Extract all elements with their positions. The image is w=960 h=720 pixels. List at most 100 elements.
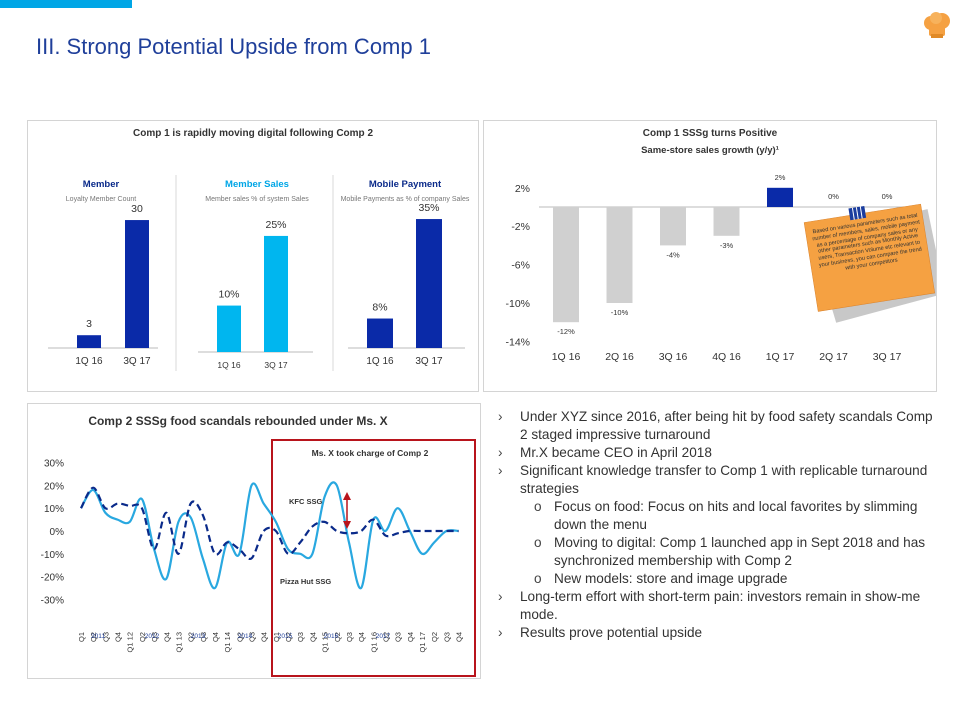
- x-tick-label: Q2: [382, 632, 391, 642]
- year-label: 2011: [91, 633, 105, 640]
- ms-x-annotation: Ms. X took charge of Comp 2: [312, 448, 429, 458]
- bullet-item: o Focus on food: Focus on hits and local …: [496, 498, 936, 534]
- x-tick-label: Q1 12: [126, 632, 135, 652]
- y-tick-label: 20%: [44, 481, 64, 492]
- y-tick-label: -20%: [41, 573, 64, 584]
- bar: [767, 187, 793, 207]
- x-tick-label: Q2: [430, 632, 439, 642]
- y-tick-label: 0%: [50, 527, 65, 538]
- data-label: -12%: [557, 327, 575, 336]
- x-tick-label: 4Q 16: [712, 351, 741, 363]
- x-tick-label: Q3: [394, 632, 403, 642]
- rebound-arrowhead-down: [343, 521, 351, 529]
- y-tick-label: -30%: [41, 595, 64, 606]
- data-label: 35%: [418, 202, 439, 214]
- x-tick-label: Q1 15: [321, 632, 330, 652]
- bar: [606, 207, 633, 303]
- bullet-marker: ›: [498, 589, 503, 604]
- x-tick-label: Q4: [308, 632, 317, 642]
- chef-hat-icon: [924, 12, 950, 38]
- bullet-text: Long-term effort with short-term pain: i…: [520, 589, 921, 622]
- tick-label: 3Q 17: [123, 356, 151, 367]
- pizza-hut-ssg-line: [80, 486, 459, 561]
- bar: [125, 220, 149, 348]
- pizza-hut-label: Pizza Hut SSG: [280, 577, 331, 586]
- data-label: 25%: [265, 219, 286, 231]
- ms-x-highlight-box: [271, 439, 476, 677]
- digital-charts: Comp 1 is rapidly moving digital followi…: [48, 128, 470, 371]
- sssg-title: Comp 1 SSSg turns Positive: [643, 128, 778, 139]
- bullet-marker: ›: [498, 463, 503, 478]
- x-tick-label: Q3: [101, 632, 110, 642]
- x-tick-label: 1Q 17: [766, 351, 795, 363]
- digital-panel: Comp 1 is rapidly moving digital followi…: [27, 120, 479, 392]
- bullet-marker: o: [534, 535, 542, 550]
- bar: [77, 335, 101, 348]
- sssg-subtitle: Same-store sales growth (y/y)¹: [641, 145, 779, 156]
- comp2-line-marks: 30%20%10%0%-10%-20%-30%Q1 Q2 Q3 Q4 Q1 12 Q2 Q3…: [41, 459, 464, 653]
- bullet-item: › Significant knowledge transfer to Comp …: [496, 462, 936, 498]
- member-subtitle: Loyalty Member Count: [66, 196, 136, 203]
- bullet-item: › Long-term effort with short-term pain: …: [496, 588, 936, 624]
- bullet-text: Significant knowledge transfer to Comp 1…: [520, 463, 928, 496]
- member-sales-subtitle: Member sales % of system Sales: [205, 196, 309, 203]
- bar: [367, 318, 393, 348]
- bullet-marker: ›: [498, 445, 503, 460]
- bullet-item: › Results prove potential upside: [496, 624, 936, 642]
- bar: [416, 219, 442, 348]
- y-tick-label: 2%: [515, 183, 530, 195]
- year-label: 2013: [191, 633, 206, 640]
- bullet-item: › Mr.X became CEO in April 2018: [496, 444, 936, 462]
- bullet-item: › Under XYZ since 2016, after being hit b…: [496, 408, 936, 444]
- year-label: 2014: [238, 633, 253, 640]
- bullet-item: o New models: store and image upgrade: [496, 570, 936, 588]
- bar: [660, 207, 686, 246]
- x-tick-label: Q2: [187, 632, 196, 642]
- x-tick-label: Q4: [211, 632, 220, 642]
- tick-label: 3Q 17: [415, 356, 443, 367]
- comp2-sssg-chart: Comp 2 SSSg food scandals rebounded unde…: [41, 414, 476, 677]
- tick-label: 1Q 16: [75, 356, 103, 367]
- x-tick-label: Q4: [260, 632, 269, 642]
- chart-sticky-note-icon: Based on various parameters such as tota…: [803, 203, 945, 323]
- x-tick-label: Q3: [442, 632, 451, 642]
- bullet-text: Under XYZ since 2016, after being hit by…: [520, 409, 933, 442]
- data-label: -3%: [720, 241, 734, 250]
- x-tick-label: 1Q 16: [552, 351, 581, 363]
- sssg-panel: Comp 1 SSSg turns Positive Same-store sa…: [483, 120, 945, 392]
- bullet-text: Mr.X became CEO in April 2018: [520, 445, 712, 460]
- top-accent-bar: [0, 0, 132, 8]
- x-tick-label: Q2: [138, 632, 147, 642]
- bullet-marker: ›: [498, 625, 503, 640]
- data-label: 0%: [828, 192, 839, 201]
- data-label: 8%: [372, 302, 387, 314]
- x-tick-label: Q3: [150, 632, 159, 642]
- mobile-payment-subtitle: Mobile Payments as % of company Sales: [341, 196, 470, 203]
- kfc-ssg-line: [80, 481, 459, 590]
- x-tick-label: Q2: [235, 632, 244, 642]
- mobile-payment-title: Mobile Payment: [369, 179, 442, 190]
- bullet-marker: ›: [498, 409, 503, 424]
- y-tick-label: -6%: [511, 260, 530, 272]
- bar: [553, 207, 579, 323]
- y-tick-label: 30%: [44, 459, 64, 470]
- data-label: -10%: [611, 308, 629, 317]
- data-label: -4%: [666, 250, 680, 259]
- comp2-title: Comp 2 SSSg food scandals rebounded unde…: [88, 414, 387, 428]
- y-tick-label: 10%: [44, 504, 64, 515]
- x-tick-label: Q1 13: [174, 632, 183, 652]
- x-tick-label: Q1 16: [369, 632, 378, 652]
- page-title: III. Strong Potential Upside from Comp 1: [36, 34, 431, 59]
- x-tick-label: Q3: [345, 632, 354, 642]
- bullet-text: New models: store and image upgrade: [554, 571, 788, 586]
- x-tick-label: Q1 17: [418, 632, 427, 652]
- x-tick-label: 3Q 17: [873, 351, 902, 363]
- y-tick-label: -10%: [505, 298, 530, 310]
- kfc-label: KFC SSG: [289, 497, 323, 506]
- x-tick-label: Q1: [77, 632, 86, 642]
- member-sales-title: Member Sales: [225, 179, 289, 190]
- x-tick-label: Q3: [296, 632, 305, 642]
- sssg-chart: Comp 1 SSSg turns Positive Same-store sa…: [505, 128, 945, 363]
- x-tick-label: 2Q 16: [605, 351, 634, 363]
- rebound-arrowhead-up: [343, 492, 351, 500]
